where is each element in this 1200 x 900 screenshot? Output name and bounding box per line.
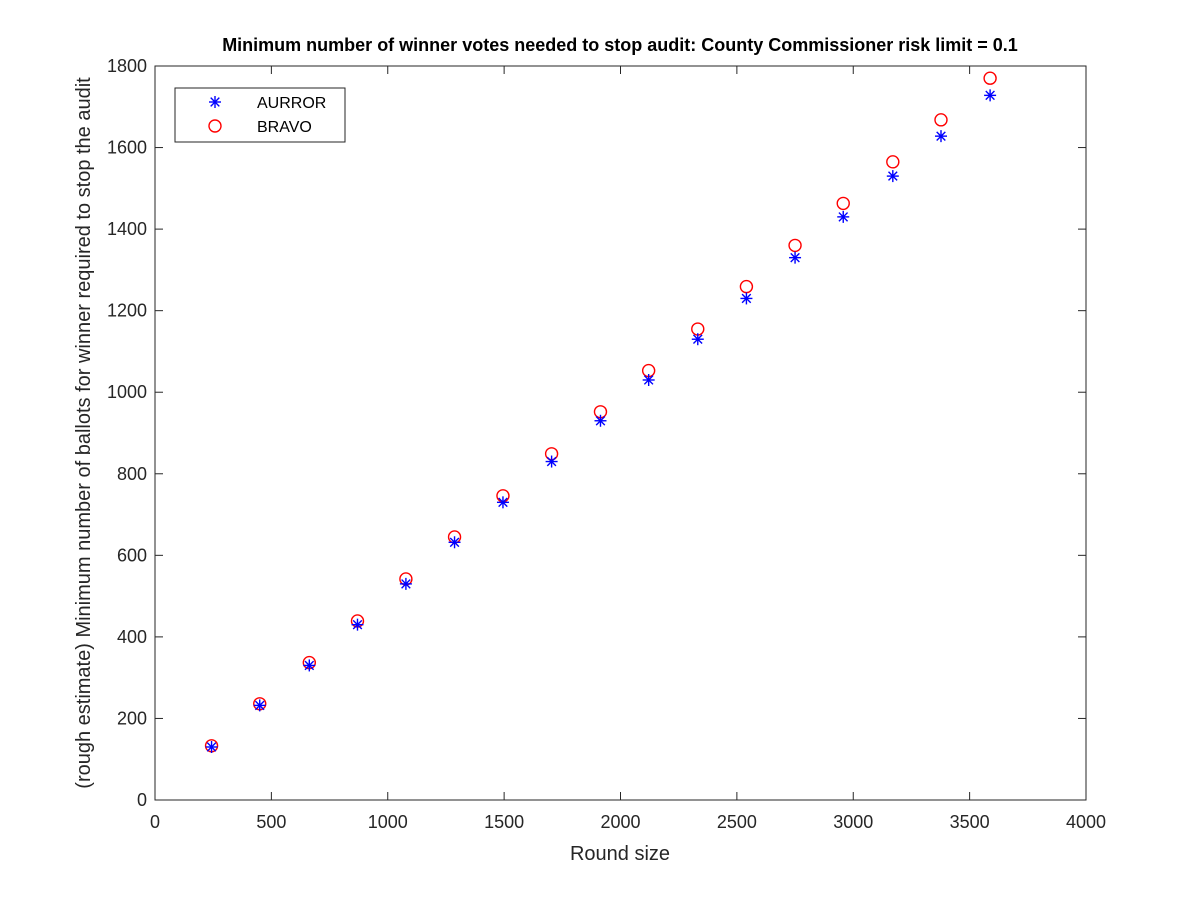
x-tick-label: 500 [256, 812, 286, 832]
y-axis: 0 200 400 600 800 1000 1200 1400 1600 1800 [107, 56, 1086, 810]
point-bravo [886, 155, 900, 169]
legend-label-aurror: AURROR [257, 95, 326, 112]
x-tick-label: 2500 [717, 812, 757, 832]
y-tick-label: 1200 [107, 301, 147, 321]
y-tick-label: 1400 [107, 219, 147, 239]
y-tick-label: 1600 [107, 138, 147, 158]
y-tick-label: 600 [117, 545, 147, 565]
y-tick-label: 200 [117, 708, 147, 728]
x-tick-label: 4000 [1066, 812, 1106, 832]
legend-box [174, 87, 346, 143]
point-aurror [253, 699, 266, 712]
point-aurror [351, 618, 364, 631]
point-aurror [594, 414, 607, 427]
x-tick-label: 1500 [484, 812, 524, 832]
legend-label-bravo: BRAVO [257, 119, 312, 136]
plot-area [154, 65, 1087, 801]
point-bravo [788, 238, 802, 253]
point-aurror [496, 496, 509, 509]
chart-title: Minimum number of winner votes needed to… [222, 35, 1018, 55]
point-aurror [984, 89, 997, 102]
y-tick-label: 1800 [107, 56, 147, 76]
legend: AURROR BRAVO [174, 87, 346, 143]
point-aurror [886, 170, 899, 183]
point-aurror [691, 333, 704, 346]
point-bravo [836, 196, 850, 211]
point-aurror [205, 740, 218, 753]
point-bravo [934, 113, 948, 127]
x-tick-label: 2000 [600, 812, 640, 832]
point-aurror [837, 210, 850, 223]
point-aurror [789, 251, 802, 264]
data-points [204, 71, 997, 753]
x-tick-label: 3500 [950, 812, 990, 832]
y-axis-title: (rough estimate) Minimum number of ballo… [73, 77, 95, 789]
x-tick-label: 0 [150, 812, 160, 832]
y-tick-label: 0 [137, 790, 147, 810]
x-tick-label: 3000 [833, 812, 873, 832]
point-bravo [983, 71, 997, 85]
point-aurror [642, 373, 655, 386]
y-tick-label: 1000 [107, 382, 147, 402]
point-aurror [934, 130, 947, 143]
x-tick-label: 1000 [368, 812, 408, 832]
x-axis-title: Round size [570, 843, 670, 865]
point-aurror [399, 577, 412, 590]
legend-circle-icon [208, 119, 222, 133]
point-aurror [740, 292, 753, 305]
point-aurror [303, 659, 316, 672]
x-axis: 0 500 1000 1500 2000 2500 3000 3500 4000 [150, 66, 1106, 832]
point-aurror [448, 536, 461, 549]
legend-marker-aurror [209, 96, 221, 108]
y-tick-label: 400 [117, 627, 147, 647]
legend-marker-bravo [208, 119, 222, 133]
y-tick-label: 800 [117, 464, 147, 484]
point-aurror [545, 455, 558, 468]
legend-asterisk-icon [209, 96, 221, 108]
